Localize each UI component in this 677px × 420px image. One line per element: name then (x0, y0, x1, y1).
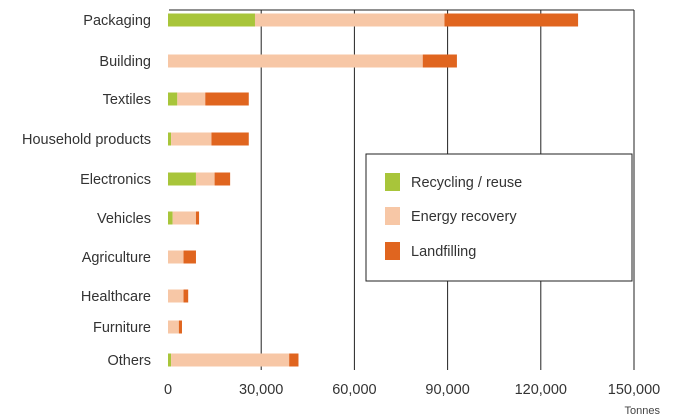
x-tick-label-1: 30,000 (239, 382, 283, 398)
bar-0-series-1 (254, 13, 445, 27)
bar-0-series-0 (168, 13, 255, 27)
bars-layer (168, 13, 579, 367)
category-label-7: Healthcare (81, 289, 151, 305)
bar-2-series-0 (168, 92, 178, 106)
bar-9-series-0 (168, 353, 172, 367)
legend-swatch-1 (385, 207, 400, 225)
bar-5-series-1 (172, 211, 196, 225)
category-label-3: Household products (22, 132, 151, 148)
bar-3-series-0 (168, 132, 172, 146)
legend-label-1: Energy recovery (411, 209, 517, 225)
bar-8-series-2 (178, 320, 182, 334)
bar-4-series-0 (168, 172, 196, 186)
bar-4-series-1 (195, 172, 215, 186)
bar-1-series-2 (422, 54, 457, 68)
legend-label-2: Landfilling (411, 244, 476, 260)
bar-7-series-2 (183, 289, 189, 303)
bar-6-series-2 (183, 250, 196, 264)
x-axis-unit-label: Tonnes (625, 405, 661, 417)
bar-2-series-1 (177, 92, 206, 106)
category-label-1: Building (99, 54, 151, 70)
category-label-6: Agriculture (82, 250, 151, 266)
legend-swatch-2 (385, 242, 400, 260)
bar-9-series-1 (171, 353, 290, 367)
bar-8-series-1 (168, 320, 179, 334)
bar-7-series-1 (168, 289, 184, 303)
bar-4-series-2 (214, 172, 231, 186)
x-tick-label-4: 120,000 (515, 382, 567, 398)
legend-swatch-0 (385, 173, 400, 191)
bar-5-series-0 (168, 211, 173, 225)
category-label-4: Electronics (80, 172, 151, 188)
category-labels: Packaging Building Textiles Household produ… (22, 13, 151, 369)
bar-3-series-2 (211, 132, 249, 146)
legend: Recycling / reuse Energy recovery Landfill… (365, 153, 633, 282)
bar-0-series-2 (444, 13, 579, 27)
x-tick-labels: 0 30,000 60,000 90,000 120,000 150,000 (164, 382, 660, 398)
x-tick-label-3: 90,000 (425, 382, 469, 398)
legend-box (365, 153, 633, 282)
legend-label-0: Recycling / reuse (411, 175, 522, 191)
x-tick-label-2: 60,000 (332, 382, 376, 398)
x-tick-label-0: 0 (164, 382, 172, 398)
category-label-2: Textiles (103, 92, 151, 108)
category-label-0: Packaging (83, 13, 151, 29)
category-label-9: Others (107, 353, 151, 369)
bar-3-series-1 (171, 132, 212, 146)
bar-9-series-2 (289, 353, 299, 367)
bar-5-series-2 (195, 211, 200, 225)
bar-1-series-1 (168, 54, 423, 68)
bar-6-series-1 (168, 250, 184, 264)
x-tick-label-5: 150,000 (608, 382, 660, 398)
category-label-8: Furniture (93, 320, 151, 336)
category-label-5: Vehicles (97, 211, 151, 227)
bar-2-series-2 (205, 92, 249, 106)
